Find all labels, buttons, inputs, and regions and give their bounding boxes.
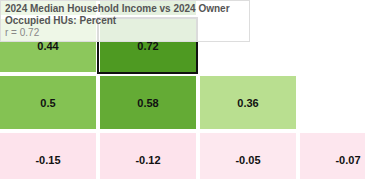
svg-text:0.5: 0.5 xyxy=(40,97,55,109)
html-text:r = 0.72: r = 0.72 xyxy=(5,27,40,38)
svg-text:0.36: 0.36 xyxy=(237,97,258,109)
svg-text:-0.05: -0.05 xyxy=(235,154,260,166)
svg-text:0.44: 0.44 xyxy=(37,39,59,52)
svg-text:-0.15: -0.15 xyxy=(35,154,60,166)
svg-text:-0.07: -0.07 xyxy=(335,154,360,166)
svg-text:-0.12: -0.12 xyxy=(135,154,160,166)
svg-text:0.72: 0.72 xyxy=(137,39,159,52)
svg-text:0.58: 0.58 xyxy=(137,97,158,109)
html-text:2024 Median Household Income v: 2024 Median Household Income vs 2024 Own… xyxy=(5,3,230,26)
